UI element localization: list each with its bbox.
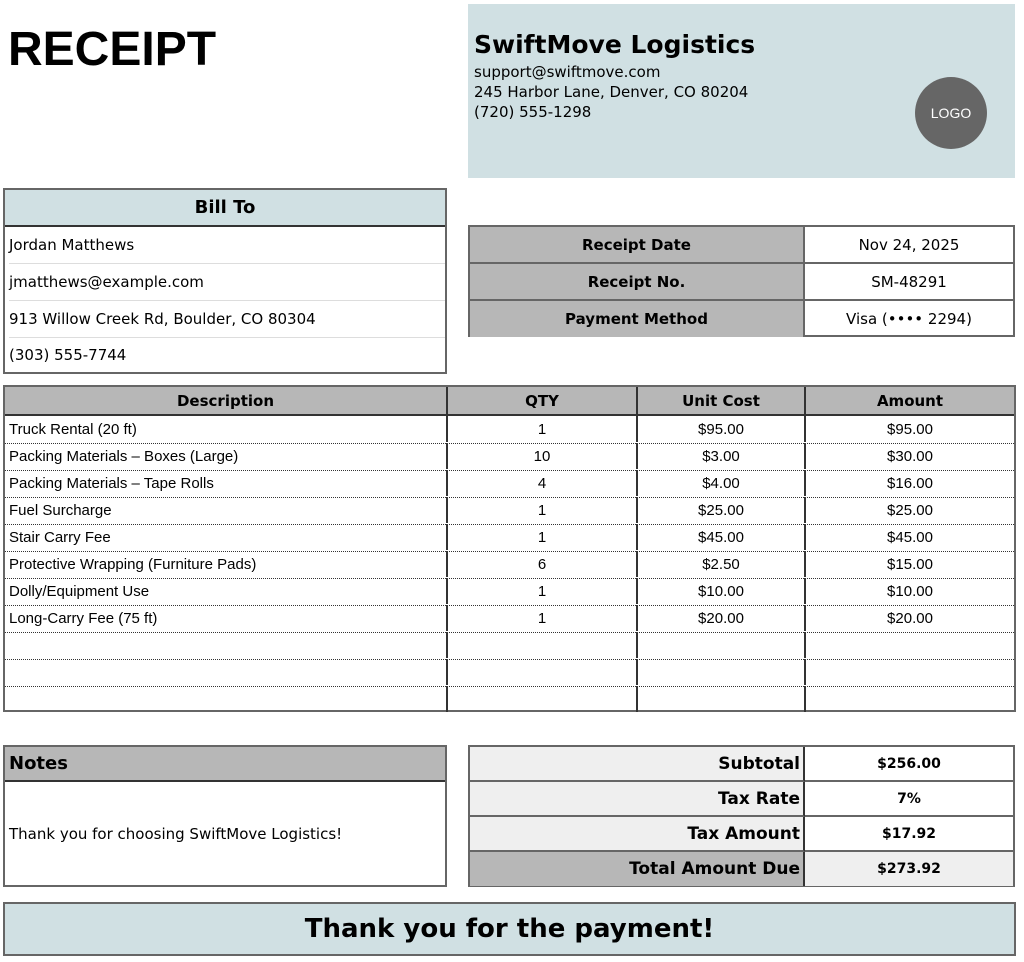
bill-to-address: 913 Willow Creek Rd, Boulder, CO 80304 — [9, 301, 445, 338]
summary-value: $273.92 — [805, 852, 1013, 886]
table-row: Stair Carry Fee 1 $45.00 $45.00 — [5, 524, 1014, 552]
summary-label: Tax Amount — [470, 817, 805, 852]
company-email: support@swiftmove.com — [474, 63, 661, 81]
bill-to-email: jmatthews@example.com — [9, 264, 445, 301]
table-row: Truck Rental (20 ft) 1 $95.00 $95.00 — [5, 416, 1014, 444]
summary-table: Subtotal $256.00 Tax Rate 7% Tax Amount $17.9… — [468, 745, 1015, 887]
item-unit-cost: $3.00 — [638, 443, 806, 469]
table-row: Fuel Surcharge 1 $25.00 $25.00 — [5, 497, 1014, 525]
summary-value: 7% — [805, 782, 1013, 817]
item-unit-cost — [638, 686, 806, 712]
bill-to-block: Bill To Jordan Matthews jmatthews@exampl… — [3, 188, 447, 374]
item-description — [5, 686, 448, 712]
item-description: Long-Carry Fee (75 ft) — [5, 605, 448, 631]
item-amount: $25.00 — [887, 501, 933, 519]
item-description: Packing Materials – Tape Rolls — [5, 470, 448, 496]
item-qty: 10 — [448, 443, 638, 469]
item-qty — [448, 659, 638, 685]
item-amount — [806, 632, 1014, 658]
company-block: SwiftMove Logistics support@swiftmove.co… — [468, 4, 1015, 178]
item-amount — [806, 686, 1014, 712]
item-amount: $30.00 — [887, 447, 933, 465]
table-row: Packing Materials – Tape Rolls 4 $4.00 $16.… — [5, 470, 1014, 498]
item-description: Fuel Surcharge — [5, 497, 448, 523]
item-description: Stair Carry Fee — [5, 524, 448, 550]
column-header: Amount — [806, 387, 1014, 416]
logo-placeholder: LOGO — [915, 77, 987, 149]
item-qty: 1 — [448, 416, 638, 442]
footer-message: Thank you for the payment! — [3, 902, 1016, 956]
item-qty: 1 — [448, 578, 638, 604]
receipt-info-label: Receipt Date — [470, 227, 805, 264]
notes-block: Notes Thank you for choosing SwiftMove L… — [3, 745, 447, 887]
item-qty: 4 — [448, 470, 638, 496]
table-row — [5, 632, 1014, 660]
receipt-info-label: Receipt No. — [470, 264, 805, 301]
item-description: Packing Materials – Boxes (Large) — [5, 443, 448, 469]
summary-label: Total Amount Due — [470, 852, 805, 886]
item-amount: $20.00 — [887, 609, 933, 627]
notes-heading: Notes — [5, 747, 445, 782]
table-row — [5, 686, 1014, 713]
item-qty: 6 — [448, 551, 638, 577]
column-header: Unit Cost — [638, 387, 806, 416]
receipt-info-table: Receipt Date Nov 24, 2025 Receipt No. SM-48… — [468, 225, 1015, 337]
bill-to-phone: (303) 555-7744 — [9, 346, 127, 364]
item-unit-cost: $2.50 — [638, 551, 806, 577]
company-address: 245 Harbor Lane, Denver, CO 80204 — [474, 83, 749, 101]
receipt-title: RECEIPT — [8, 23, 217, 76]
table-row: Protective Wrapping (Furniture Pads) 6 $2.… — [5, 551, 1014, 579]
item-unit-cost: $10.00 — [638, 578, 806, 604]
notes-text: Thank you for choosing SwiftMove Logisti… — [9, 824, 343, 843]
item-qty — [448, 686, 638, 712]
summary-value: $256.00 — [805, 747, 1013, 782]
bill-to-heading: Bill To — [5, 190, 445, 227]
table-row: Dolly/Equipment Use 1 $10.00 $10.00 — [5, 578, 1014, 606]
item-amount: $16.00 — [887, 474, 933, 492]
receipt-info-value: Visa (•••• 2294) — [846, 310, 972, 328]
column-header: QTY — [448, 387, 638, 416]
item-unit-cost — [638, 632, 806, 658]
item-unit-cost: $45.00 — [638, 524, 806, 550]
company-phone: (720) 555-1298 — [474, 103, 592, 121]
item-description: Protective Wrapping (Furniture Pads) — [5, 551, 448, 577]
table-row: Long-Carry Fee (75 ft) 1 $20.00 $20.00 — [5, 605, 1014, 633]
item-amount: $10.00 — [887, 582, 933, 600]
item-unit-cost: $20.00 — [638, 605, 806, 631]
receipt-info-label: Payment Method — [470, 301, 805, 337]
items-table: Description QTY Unit Cost Amount Truck Renta… — [3, 385, 1016, 712]
company-name: SwiftMove Logistics — [474, 30, 756, 59]
table-row — [5, 659, 1014, 687]
summary-value: $17.92 — [805, 817, 1013, 852]
item-description: Truck Rental (20 ft) — [5, 416, 448, 442]
item-qty: 1 — [448, 605, 638, 631]
bill-to-name: Jordan Matthews — [9, 227, 445, 264]
item-qty — [448, 632, 638, 658]
item-unit-cost — [638, 659, 806, 685]
item-amount — [806, 659, 1014, 685]
column-header: Description — [5, 387, 448, 416]
item-unit-cost: $25.00 — [638, 497, 806, 523]
item-unit-cost: $4.00 — [638, 470, 806, 496]
summary-label: Tax Rate — [470, 782, 805, 817]
item-qty: 1 — [448, 524, 638, 550]
item-amount: $15.00 — [887, 555, 933, 573]
table-row: Packing Materials – Boxes (Large) 10 $3.00… — [5, 443, 1014, 471]
item-qty: 1 — [448, 497, 638, 523]
item-description — [5, 632, 448, 658]
item-description: Dolly/Equipment Use — [5, 578, 448, 604]
item-unit-cost: $95.00 — [638, 416, 806, 442]
receipt-info-value: SM-48291 — [805, 264, 1013, 301]
item-amount: $45.00 — [887, 528, 933, 546]
item-description — [5, 659, 448, 685]
receipt-info-value: Nov 24, 2025 — [805, 227, 1013, 264]
summary-label: Subtotal — [470, 747, 805, 782]
item-amount: $95.00 — [887, 420, 933, 438]
